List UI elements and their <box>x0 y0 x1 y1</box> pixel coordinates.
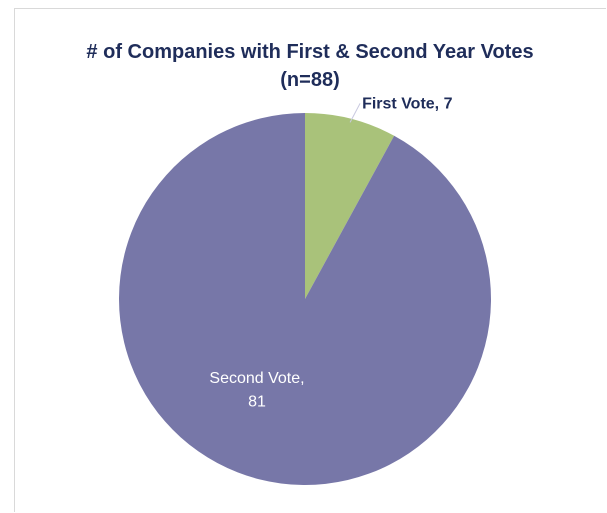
slice-label-first-vote: First Vote, 7 <box>362 95 452 112</box>
chart-title: # of Companies with First & Second Year … <box>14 38 606 94</box>
pie-slice-second-vote <box>119 113 492 485</box>
chart-title-line2: (n=88) <box>280 69 340 91</box>
chart-title-line1: # of Companies with First & Second Year … <box>86 41 534 63</box>
slice-label-second-vote: Second Vote, 81 <box>209 370 304 410</box>
pie-slice-first-vote <box>305 113 395 299</box>
leader-line-first-vote <box>349 103 361 123</box>
